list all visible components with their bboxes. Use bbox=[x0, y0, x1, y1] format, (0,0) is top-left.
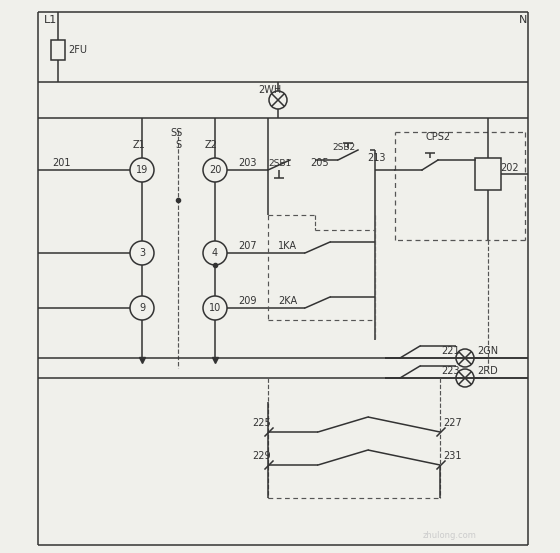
Text: 201: 201 bbox=[52, 158, 71, 168]
Text: Z1: Z1 bbox=[133, 140, 146, 150]
Bar bbox=[51, 40, 65, 60]
Text: 203: 203 bbox=[238, 158, 256, 168]
Text: 2WH: 2WH bbox=[258, 85, 281, 95]
Text: 2SB1: 2SB1 bbox=[268, 159, 291, 168]
Text: 229: 229 bbox=[252, 451, 270, 461]
Text: 4: 4 bbox=[212, 248, 218, 258]
Text: N: N bbox=[519, 15, 528, 25]
Text: 227: 227 bbox=[443, 418, 462, 428]
Text: 2SB2: 2SB2 bbox=[332, 143, 355, 153]
Text: 213: 213 bbox=[367, 153, 385, 163]
Text: 225: 225 bbox=[252, 418, 270, 428]
Text: 10: 10 bbox=[209, 303, 221, 313]
Text: SS: SS bbox=[170, 128, 182, 138]
Text: 2KA: 2KA bbox=[278, 296, 297, 306]
Text: 3: 3 bbox=[139, 248, 145, 258]
Text: zhulong.com: zhulong.com bbox=[423, 530, 477, 540]
Text: Z2: Z2 bbox=[205, 140, 218, 150]
Text: 223: 223 bbox=[441, 366, 460, 376]
Bar bbox=[475, 158, 501, 190]
Text: 1KA: 1KA bbox=[278, 241, 297, 251]
Text: 205: 205 bbox=[310, 158, 329, 168]
Text: 2RD: 2RD bbox=[477, 366, 498, 376]
Text: 20: 20 bbox=[209, 165, 221, 175]
Text: 9: 9 bbox=[139, 303, 145, 313]
Text: 202: 202 bbox=[500, 163, 519, 173]
Text: 2FU: 2FU bbox=[68, 45, 87, 55]
Text: CPS2: CPS2 bbox=[425, 132, 450, 142]
Text: 207: 207 bbox=[238, 241, 256, 251]
Text: 2GN: 2GN bbox=[477, 346, 498, 356]
Text: L1: L1 bbox=[44, 15, 57, 25]
Text: 221: 221 bbox=[441, 346, 460, 356]
Text: 19: 19 bbox=[136, 165, 148, 175]
Text: S: S bbox=[175, 140, 181, 150]
Text: 209: 209 bbox=[238, 296, 256, 306]
Text: 231: 231 bbox=[443, 451, 461, 461]
